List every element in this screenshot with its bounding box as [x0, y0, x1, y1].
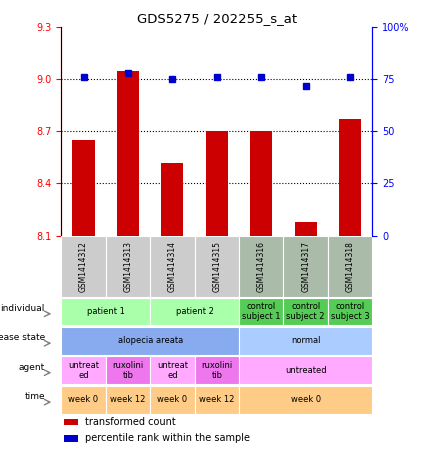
Text: week 0: week 0 [157, 395, 187, 404]
Bar [150, 236, 194, 297]
Text: patient 2: patient 2 [176, 307, 214, 316]
Text: transformed count: transformed count [85, 417, 175, 427]
Bar [150, 357, 194, 384]
Text: GSM1414315: GSM1414315 [212, 241, 221, 292]
Bar [239, 298, 283, 325]
Text: disease state: disease state [0, 333, 45, 342]
Bar [194, 386, 239, 414]
Bar [61, 236, 106, 297]
Text: patient 1: patient 1 [87, 307, 125, 316]
Text: untreat
ed: untreat ed [157, 361, 188, 380]
Text: GSM1414318: GSM1414318 [346, 241, 355, 292]
Text: control
subject 2: control subject 2 [286, 302, 325, 321]
Text: ruxolini
tib: ruxolini tib [112, 361, 144, 380]
Text: week 12: week 12 [199, 395, 234, 404]
Bar [61, 327, 239, 355]
Text: agent: agent [19, 363, 45, 372]
Text: ruxolini
tib: ruxolini tib [201, 361, 233, 380]
Bar [283, 298, 328, 325]
Text: control
subject 1: control subject 1 [242, 302, 280, 321]
Bar [328, 236, 372, 297]
Bar [194, 357, 239, 384]
Text: percentile rank within the sample: percentile rank within the sample [85, 433, 250, 443]
Bar [106, 386, 150, 414]
Bar [161, 163, 184, 236]
Text: GSM1414313: GSM1414313 [124, 241, 132, 292]
Text: GSM1414316: GSM1414316 [257, 241, 266, 292]
Text: week 0: week 0 [290, 395, 321, 404]
Bar [239, 327, 372, 355]
Bar [61, 386, 106, 414]
Bar [194, 236, 239, 297]
Bar [294, 222, 317, 236]
Bar [61, 298, 150, 325]
Title: GDS5275 / 202255_s_at: GDS5275 / 202255_s_at [137, 12, 297, 24]
Bar [150, 386, 194, 414]
Bar [239, 357, 372, 384]
Text: untreat
ed: untreat ed [68, 361, 99, 380]
Text: untreated: untreated [285, 366, 326, 375]
Bar [328, 298, 372, 325]
Bar [106, 357, 150, 384]
Bar [61, 357, 106, 384]
Text: alopecia areata: alopecia areata [117, 337, 183, 345]
Text: control
subject 3: control subject 3 [331, 302, 369, 321]
Text: GSM1414314: GSM1414314 [168, 241, 177, 292]
Bar [106, 236, 150, 297]
Bar [64, 419, 78, 425]
Bar [117, 71, 139, 236]
Text: week 12: week 12 [110, 395, 146, 404]
Bar [339, 119, 361, 236]
Bar [72, 140, 95, 236]
Bar [239, 236, 283, 297]
Bar [250, 131, 272, 236]
Text: normal: normal [291, 337, 321, 345]
Bar [150, 298, 239, 325]
Bar [239, 386, 372, 414]
Bar [206, 131, 228, 236]
Text: GSM1414317: GSM1414317 [301, 241, 310, 292]
Bar [64, 435, 78, 442]
Text: week 0: week 0 [68, 395, 99, 404]
Text: individual: individual [0, 304, 45, 313]
Bar [283, 236, 328, 297]
Text: time: time [24, 392, 45, 401]
Text: GSM1414312: GSM1414312 [79, 241, 88, 292]
